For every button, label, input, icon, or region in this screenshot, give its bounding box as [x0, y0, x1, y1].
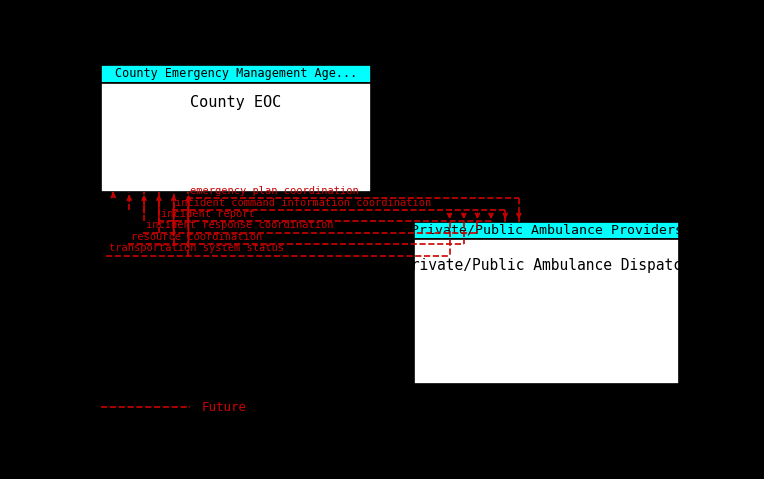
Bar	[102, 65, 371, 82]
Bar	[414, 240, 679, 384]
Text: Future: Future	[202, 400, 247, 414]
Text: emergency plan coordination: emergency plan coordination	[190, 186, 359, 196]
Text: County EOC: County EOC	[190, 95, 282, 110]
Bar	[414, 222, 679, 240]
Text: resource coordination: resource coordination	[131, 232, 262, 242]
Text: County Emergency Management Age...: County Emergency Management Age...	[115, 67, 358, 80]
Text: Private/Public Ambulance Providers: Private/Public Ambulance Providers	[411, 224, 683, 237]
Bar	[102, 82, 371, 192]
Text: incident command information coordination: incident command information coordinatio…	[176, 198, 432, 207]
Text: incident report: incident report	[160, 209, 254, 219]
Text: Private/Public Ambulance Dispatch: Private/Public Ambulance Dispatch	[403, 258, 691, 273]
Text: transportation system status: transportation system status	[109, 243, 284, 253]
Text: incident response coordination: incident response coordination	[146, 220, 333, 230]
